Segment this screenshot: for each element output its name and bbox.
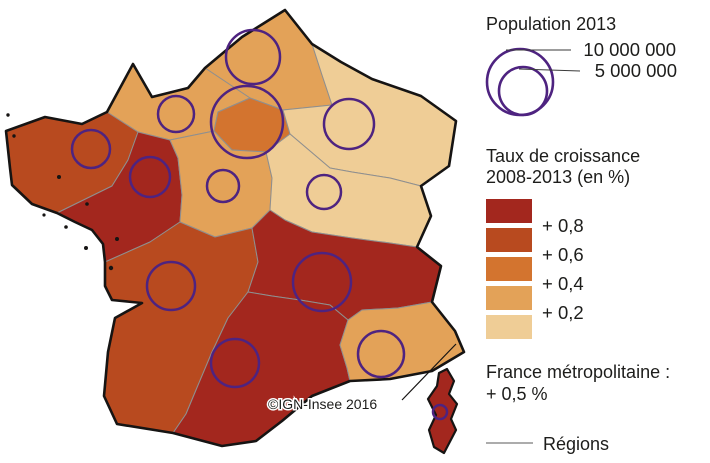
population-circle-pays-de-la-loire bbox=[128, 155, 172, 199]
coastal-islands bbox=[6, 113, 119, 271]
population-circles-layer bbox=[70, 28, 449, 421]
population-circle-provence-alpes-cote-d-azur bbox=[356, 329, 406, 379]
population-circle-corse bbox=[431, 403, 449, 421]
growth-class-swatch-0 bbox=[486, 199, 532, 223]
growth-class-swatch-4 bbox=[486, 315, 532, 339]
population-circle-normandie bbox=[156, 94, 196, 134]
growth-class-swatch-2 bbox=[486, 257, 532, 281]
france-metro-line2: + 0,5 % bbox=[486, 384, 548, 404]
population-circle-centre-val-de-loire bbox=[205, 168, 241, 204]
france-metro-line1: France métropolitaine : bbox=[486, 362, 670, 382]
growth-class-swatch-1 bbox=[486, 228, 532, 252]
corsica-inset-separator-line bbox=[401, 343, 457, 401]
population-scale-label-5m: 5 000 000 bbox=[595, 60, 677, 81]
growth-break-label-1: + 0,6 bbox=[542, 244, 584, 265]
leader-line-5m bbox=[518, 68, 581, 72]
growth-class-swatch-3 bbox=[486, 286, 532, 310]
legend-growth: Taux de croissance 2008-2013 (en %) + 0,… bbox=[486, 146, 640, 339]
copyright-text: ©IGN-Insee 2016 bbox=[268, 396, 377, 412]
legend-growth-title-line1: Taux de croissance bbox=[486, 146, 640, 166]
regions-layer bbox=[5, 9, 465, 447]
regions-label: Régions bbox=[543, 434, 609, 454]
population-circle-occitanie bbox=[209, 337, 261, 389]
growth-break-label-3: + 0,2 bbox=[542, 302, 584, 323]
growth-break-label-0: + 0,8 bbox=[542, 215, 584, 236]
population-circle-auvergne-rhone-alpes bbox=[291, 251, 353, 313]
population-circle-ile-de-france bbox=[209, 84, 285, 160]
legend-annotations: France métropolitaine : + 0,5 % Régions bbox=[486, 362, 670, 454]
population-circle-bretagne bbox=[70, 128, 112, 170]
population-scale-label-10m: 10 000 000 bbox=[583, 39, 676, 60]
legend-population: Population 2013 10 000 000 5 000 000 bbox=[485, 14, 677, 117]
legend-population-title: Population 2013 bbox=[486, 14, 616, 34]
population-circle-nouvelle-aquitaine bbox=[145, 260, 197, 312]
population-circle-grand-est bbox=[322, 97, 376, 151]
population-circle-bourgogne-franche-comte bbox=[305, 173, 343, 211]
population-circle-hauts-de-france bbox=[224, 28, 282, 86]
legend-growth-title-line2: 2008-2013 (en %) bbox=[486, 167, 630, 187]
population-scale-circle-5m bbox=[497, 65, 549, 117]
coastline bbox=[4, 8, 466, 448]
region-corse bbox=[426, 367, 459, 455]
growth-break-label-2: + 0,4 bbox=[542, 273, 584, 294]
